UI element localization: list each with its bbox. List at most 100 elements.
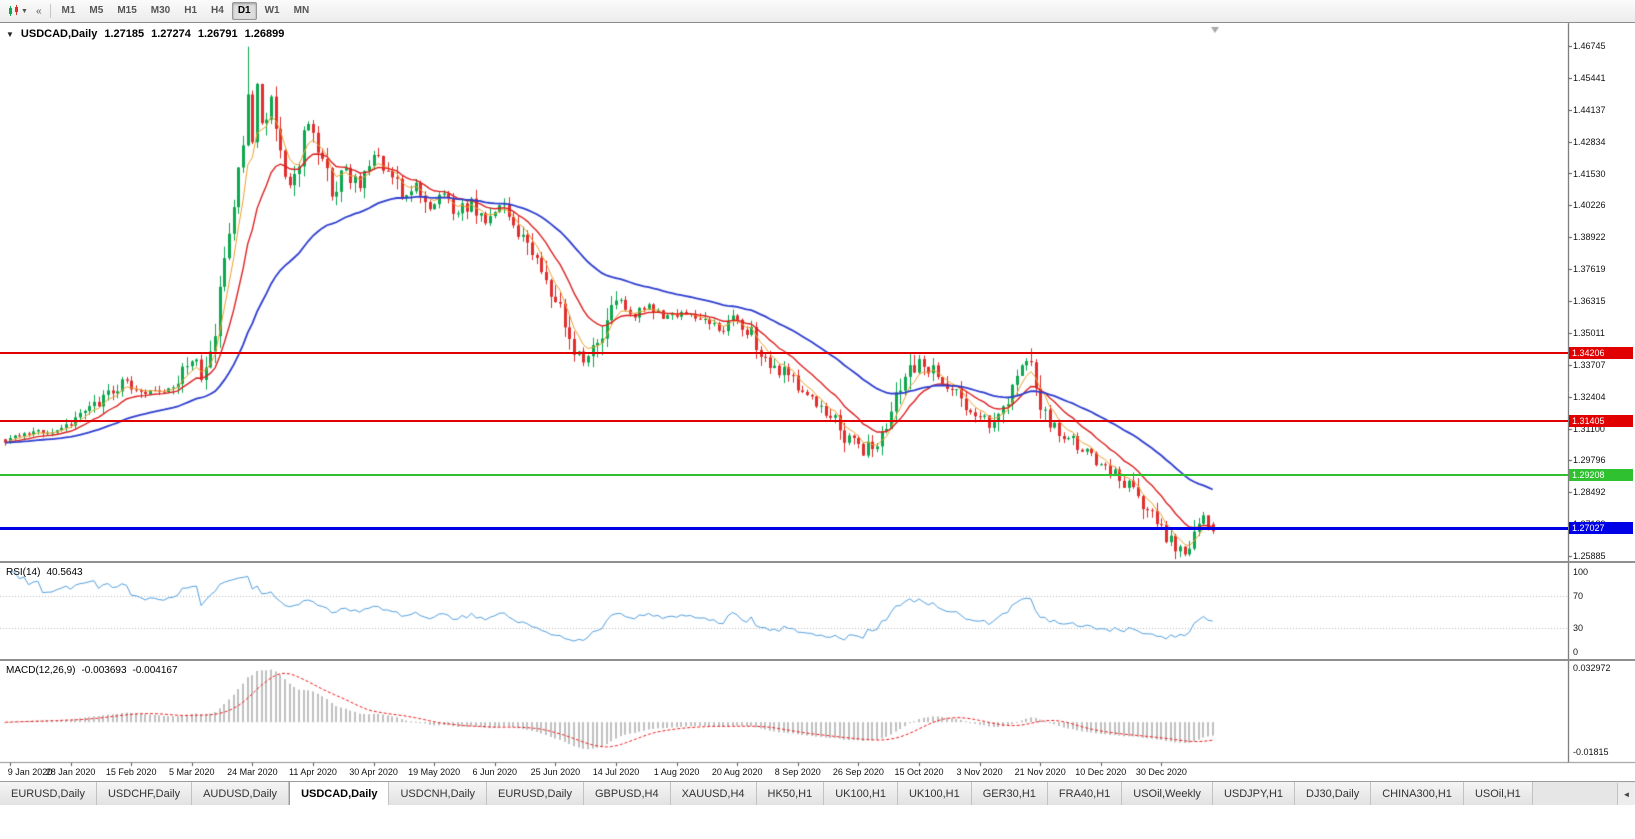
chart-tab-usdchf-daily[interactable]: USDCHF,Daily [96, 782, 193, 805]
chart-tab-gbpusd-h4[interactable]: GBPUSD,H4 [584, 782, 671, 805]
chart-symbol-label: USDCAD,Daily [20, 28, 98, 40]
timeframe-button-d1[interactable]: D1 [231, 2, 257, 20]
date-axis-label: 1 Aug 2020 [653, 767, 700, 777]
price-tag-1.31405: 1.31405 [1569, 415, 1633, 428]
price-axis-label: 1.35011 [1573, 327, 1605, 338]
rsi-value: 40.5643 [46, 567, 83, 578]
chart-tab-eurusd-daily[interactable]: EURUSD,Daily [487, 782, 584, 805]
macd-signal-value: -0.004167 [132, 665, 178, 676]
price-axis-label: 1.33707 [1573, 359, 1606, 370]
price-axis-label: 1.32404 [1573, 391, 1606, 402]
price-axis-label: 1.28492 [1573, 487, 1606, 498]
macd-main-value: -0.003693 [81, 665, 127, 676]
date-axis-label: 20 Aug 2020 [711, 767, 763, 777]
timeframe-button-m1[interactable]: M1 [61, 5, 76, 16]
price-tag-1.34206: 1.34206 [1569, 346, 1633, 359]
candlestick-chart-icon[interactable]: ▼ [4, 2, 31, 20]
chart-title: ▼ USDCAD,Daily 1.27185 1.27274 1.26791 1… [6, 28, 284, 40]
pane-divider-rsi[interactable] [0, 561, 1635, 563]
chart-tab-fra40-h1[interactable]: FRA40,H1 [1047, 782, 1123, 805]
date-axis-label: 24 Mar 2020 [227, 767, 278, 777]
date-axis-label: 26 Sep 2020 [832, 767, 884, 777]
ohlc-open: 1.27185 [104, 28, 145, 40]
timeframe-button-m5[interactable]: M5 [89, 5, 104, 16]
chart-tab-usoil-weekly[interactable]: USOil,Weekly [1122, 782, 1213, 805]
date-axis[interactable]: 9 Jan 2020 28 Jan 2020 15 Feb 2020 5 Mar 20… [0, 763, 1568, 780]
pane-divider-macd[interactable] [0, 659, 1635, 661]
date-axis-label: 30 Apr 2020 [349, 767, 398, 777]
scroll-to-start-icon[interactable]: « [35, 5, 42, 17]
rsi-indicator-label: RSI(14) 40.5643 [6, 567, 83, 578]
chart-tab-dj30-daily[interactable]: DJ30,Daily [1295, 782, 1372, 805]
chart-tab-china300-h1[interactable]: CHINA300,H1 [1371, 782, 1464, 805]
chart-tab-usdcad-daily[interactable]: USDCAD,Daily [289, 782, 390, 805]
date-axis-label: 25 Jun 2020 [530, 767, 581, 777]
date-axis-label: 3 Nov 2020 [956, 767, 1003, 777]
toolbar: ▼ « M1 M5 M15 M30 H1 H4 D1 W1 MN [0, 0, 1635, 23]
price-axis-label: 1.45441 [1573, 72, 1606, 83]
horizontal-line-1.34206[interactable] [0, 351, 1568, 354]
price-tag-1.27027: 1.27027 [1569, 522, 1633, 535]
macd-name: MACD(12,26,9) [6, 665, 76, 676]
timeframe-button-w1[interactable]: W1 [264, 5, 280, 16]
date-axis-label: 8 Sep 2020 [774, 767, 821, 777]
chart-tab-bar: EURUSD,Daily USDCHF,Daily AUDUSD,Daily USDC… [0, 781, 1635, 805]
horizontal-line-1.31405[interactable] [0, 420, 1568, 423]
price-axis-label: 1.42834 [1573, 136, 1606, 147]
rsi-axis-label: 70 [1573, 591, 1584, 601]
price-axis-label: 1.37619 [1573, 264, 1606, 275]
date-axis-label: 11 Apr 2020 [289, 767, 337, 777]
ohlc-close: 1.26899 [244, 28, 285, 40]
timeframe-button-h1[interactable]: H1 [184, 5, 198, 16]
date-axis-label: 14 Jul 2020 [592, 767, 640, 777]
price-axis-label: 1.41530 [1573, 168, 1606, 179]
tab-scroll-left-icon[interactable]: ◄ [1617, 783, 1635, 805]
timeframe-button-m15[interactable]: M15 [117, 5, 137, 16]
symbol-dropdown-icon[interactable]: ▼ [6, 29, 14, 39]
date-axis-label: 30 Dec 2020 [1135, 767, 1187, 777]
price-axis-label: 1.36315 [1573, 296, 1606, 306]
date-axis-label: 5 Mar 2020 [169, 767, 215, 777]
date-axis-label: 9 Jan 2020 [7, 767, 53, 777]
date-axis-label: 6 Jun 2020 [472, 767, 518, 777]
price-axis[interactable]: 1.46745 1.45441 1.44137 1.42834 1.41530 1.402… [1569, 23, 1635, 762]
rsi-axis-label: 30 [1573, 623, 1584, 633]
timeframe-button-group: M1 M5 M15 M30 H1 H4 D1 W1 MN [56, 2, 316, 20]
chart-tab-ger30-h1[interactable]: GER30,H1 [971, 782, 1048, 805]
timeframe-button-h4[interactable]: H4 [211, 5, 224, 16]
price-axis-label: 1.46745 [1573, 41, 1606, 51]
price-axis-label: 1.29796 [1573, 455, 1606, 466]
macd-axis-min-label: -0.01815 [1573, 747, 1609, 757]
rsi-axis-label: 100 [1573, 567, 1589, 577]
price-axis-label: 1.25885 [1573, 551, 1606, 561]
chart-tab-xauusd-h4[interactable]: XAUUSD,H4 [670, 782, 757, 805]
chart-tab-uk100-h1[interactable]: UK100,H1 [897, 782, 972, 805]
chart-tab-eurusd-daily[interactable]: EURUSD,Daily [0, 782, 97, 805]
chart-tab-usdjpy-h1[interactable]: USDJPY,H1 [1212, 782, 1296, 805]
chart-tab-usoil-h1[interactable]: USOil,H1 [1463, 782, 1533, 805]
timeframe-button-m30[interactable]: M30 [150, 5, 171, 16]
price-axis-label: 1.38922 [1573, 232, 1606, 243]
timeframe-button-mn[interactable]: MN [293, 5, 310, 16]
price-tag-1.29208: 1.29208 [1569, 468, 1633, 481]
price-axis-label: 1.31100 [1573, 423, 1605, 434]
price-axis-label: 1.44137 [1573, 104, 1606, 115]
date-axis-label: 28 Jan 2020 [45, 767, 96, 777]
rsi-axis-label: 0 [1573, 647, 1579, 657]
toolbar-separator [49, 4, 51, 18]
date-axis-label: 15 Feb 2020 [105, 767, 157, 777]
horizontal-line-1.27027[interactable] [0, 526, 1568, 530]
horizontal-line-1.29208[interactable] [0, 473, 1568, 476]
price-axis-label: 1.40226 [1573, 200, 1606, 211]
date-axis-label: 15 Oct 2020 [894, 767, 944, 777]
ohlc-low: 1.26791 [197, 28, 238, 40]
chart-tab-audusd-daily[interactable]: AUDUSD,Daily [192, 782, 290, 805]
ohlc-high: 1.27274 [151, 28, 191, 40]
date-axis-label: 10 Dec 2020 [1075, 767, 1127, 777]
chart-tab-hk50-h1[interactable]: HK50,H1 [756, 782, 825, 805]
chart-tab-usdcnh-daily[interactable]: USDCNH,Daily [389, 782, 488, 805]
macd-indicator-label: MACD(12,26,9) -0.003693 -0.004167 [6, 665, 178, 676]
chart-tab-uk100-h1[interactable]: UK100,H1 [824, 782, 898, 805]
